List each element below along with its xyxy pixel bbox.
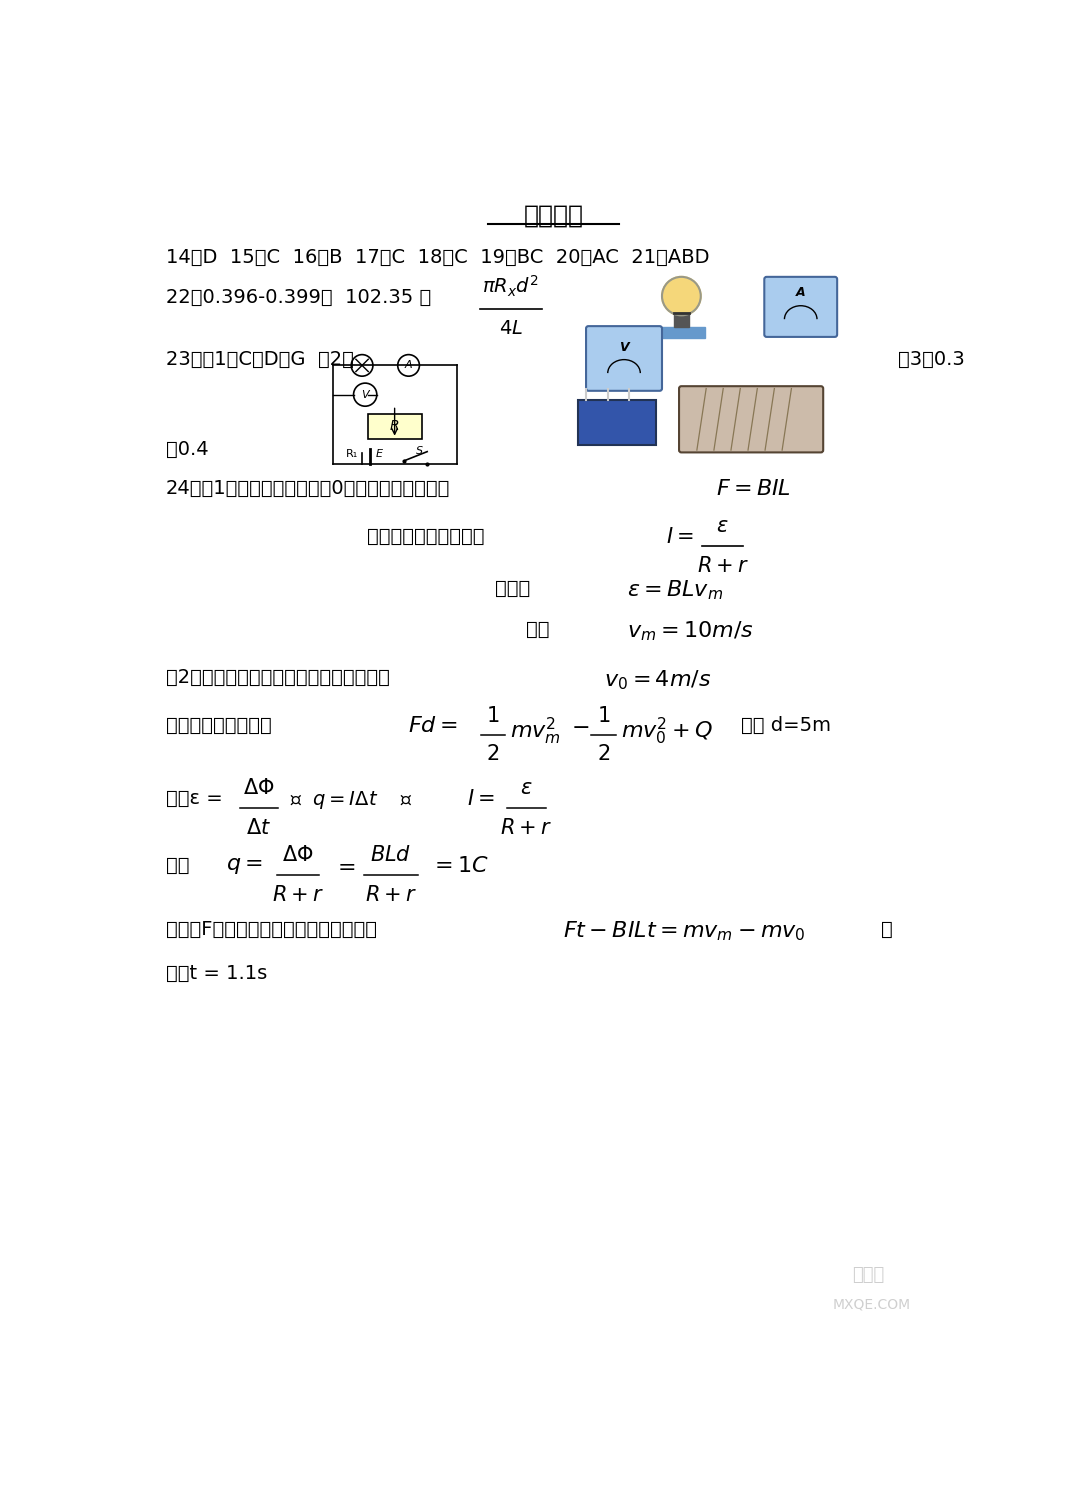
FancyBboxPatch shape — [679, 387, 823, 453]
Text: $Fd =$: $Fd =$ — [408, 716, 457, 736]
Text: 23、（1）C、D、G  （2）: 23、（1）C、D、G （2） — [166, 351, 354, 369]
Text: $v_0 = 4m / s$: $v_0 = 4m / s$ — [604, 668, 712, 692]
Text: $R + r$: $R + r$ — [272, 885, 324, 905]
Text: 令拉力F的方向为正方向，根据动量定理: 令拉力F的方向为正方向，根据动量定理 — [166, 920, 377, 939]
Text: 答案圈: 答案圈 — [852, 1266, 885, 1284]
Text: 根据闭合电路欧姆定律: 根据闭合电路欧姆定律 — [367, 527, 485, 546]
Text: $=$: $=$ — [333, 856, 355, 876]
Text: 电动势: 电动势 — [496, 579, 530, 597]
Text: $R + r$: $R + r$ — [697, 557, 748, 576]
Text: $\Delta\Phi$: $\Delta\Phi$ — [243, 778, 274, 798]
Text: $\varepsilon$: $\varepsilon$ — [716, 516, 729, 536]
Text: $2$: $2$ — [597, 745, 610, 765]
FancyBboxPatch shape — [578, 400, 656, 444]
Text: （3）0.3: （3）0.3 — [899, 351, 966, 369]
Text: 由系统能量守恒可知: 由系统能量守恒可知 — [166, 716, 272, 734]
Text: 24、（1）当导体棒加速度为0时，速度最大，则有: 24、（1）当导体棒加速度为0时，速度最大，则有 — [166, 479, 450, 498]
Text: $F = BIL$: $F = BIL$ — [716, 479, 792, 498]
Text: $I =$: $I =$ — [666, 527, 693, 548]
Text: $\varepsilon = BLv_m$: $\varepsilon = BLv_m$ — [627, 579, 724, 602]
Text: ，: ， — [880, 920, 892, 939]
Text: $\Delta t$: $\Delta t$ — [246, 819, 271, 838]
Bar — [658, 327, 704, 339]
Text: $\varepsilon$: $\varepsilon$ — [521, 778, 532, 798]
Text: 解得 d=5m: 解得 d=5m — [741, 716, 831, 734]
Text: $I =$: $I =$ — [467, 789, 495, 808]
Text: $\Delta\Phi$: $\Delta\Phi$ — [282, 846, 313, 865]
FancyBboxPatch shape — [765, 277, 837, 337]
Text: 物理部分: 物理部分 — [524, 203, 583, 227]
Text: MXQE.COM: MXQE.COM — [833, 1297, 910, 1311]
Text: V: V — [619, 342, 629, 354]
Text: $4L$: $4L$ — [499, 319, 523, 339]
Bar — [674, 313, 689, 327]
Text: $1$: $1$ — [486, 706, 500, 725]
Text: R₁: R₁ — [346, 450, 359, 459]
Text: $2$: $2$ — [486, 745, 500, 765]
Text: ，  $q = I\Delta t$    ，: ， $q = I\Delta t$ ， — [291, 789, 413, 811]
Text: S: S — [416, 447, 423, 456]
Text: $BLd$: $BLd$ — [370, 846, 411, 865]
Text: $q =$: $q =$ — [227, 856, 264, 876]
Text: （2）由图可知，导体棒进入磁场时初速度: （2）由图可知，导体棒进入磁场时初速度 — [166, 668, 390, 686]
Text: $Ft - BILt = mv_m - mv_0$: $Ft - BILt = mv_m - mv_0$ — [563, 920, 806, 944]
Bar — [367, 414, 422, 438]
Text: A: A — [796, 286, 806, 299]
Text: $-$: $-$ — [570, 716, 589, 736]
Text: $v_m = 10m / s$: $v_m = 10m / s$ — [627, 620, 754, 643]
Text: $mv_0^2 + Q$: $mv_0^2 + Q$ — [621, 716, 713, 746]
Text: $1$: $1$ — [597, 706, 610, 725]
Text: －0.4: －0.4 — [166, 439, 208, 459]
Text: $mv_m^2$: $mv_m^2$ — [510, 716, 561, 746]
Text: 解得: 解得 — [526, 620, 550, 638]
Text: 22、0.396-0.399；  102.35 ；: 22、0.396-0.399； 102.35 ； — [166, 289, 431, 307]
Text: E: E — [376, 450, 382, 459]
Text: 解得: 解得 — [166, 856, 189, 874]
Text: 根据ε =: 根据ε = — [166, 789, 222, 808]
Text: V: V — [362, 390, 369, 400]
Text: A: A — [405, 360, 413, 370]
Text: $\pi R_x d^2$: $\pi R_x d^2$ — [483, 274, 539, 299]
Text: 14、D  15、C  16、B  17、C  18、C  19、BC  20、AC  21、ABD: 14、D 15、C 16、B 17、C 18、C 19、BC 20、AC 21、… — [166, 248, 710, 266]
FancyBboxPatch shape — [586, 327, 662, 391]
Text: 解得t = 1.1s: 解得t = 1.1s — [166, 963, 267, 983]
Text: R: R — [390, 420, 400, 433]
Text: $R + r$: $R + r$ — [500, 819, 552, 838]
Text: $= 1C$: $= 1C$ — [430, 856, 488, 876]
Circle shape — [662, 277, 701, 316]
Text: $R + r$: $R + r$ — [365, 885, 417, 905]
